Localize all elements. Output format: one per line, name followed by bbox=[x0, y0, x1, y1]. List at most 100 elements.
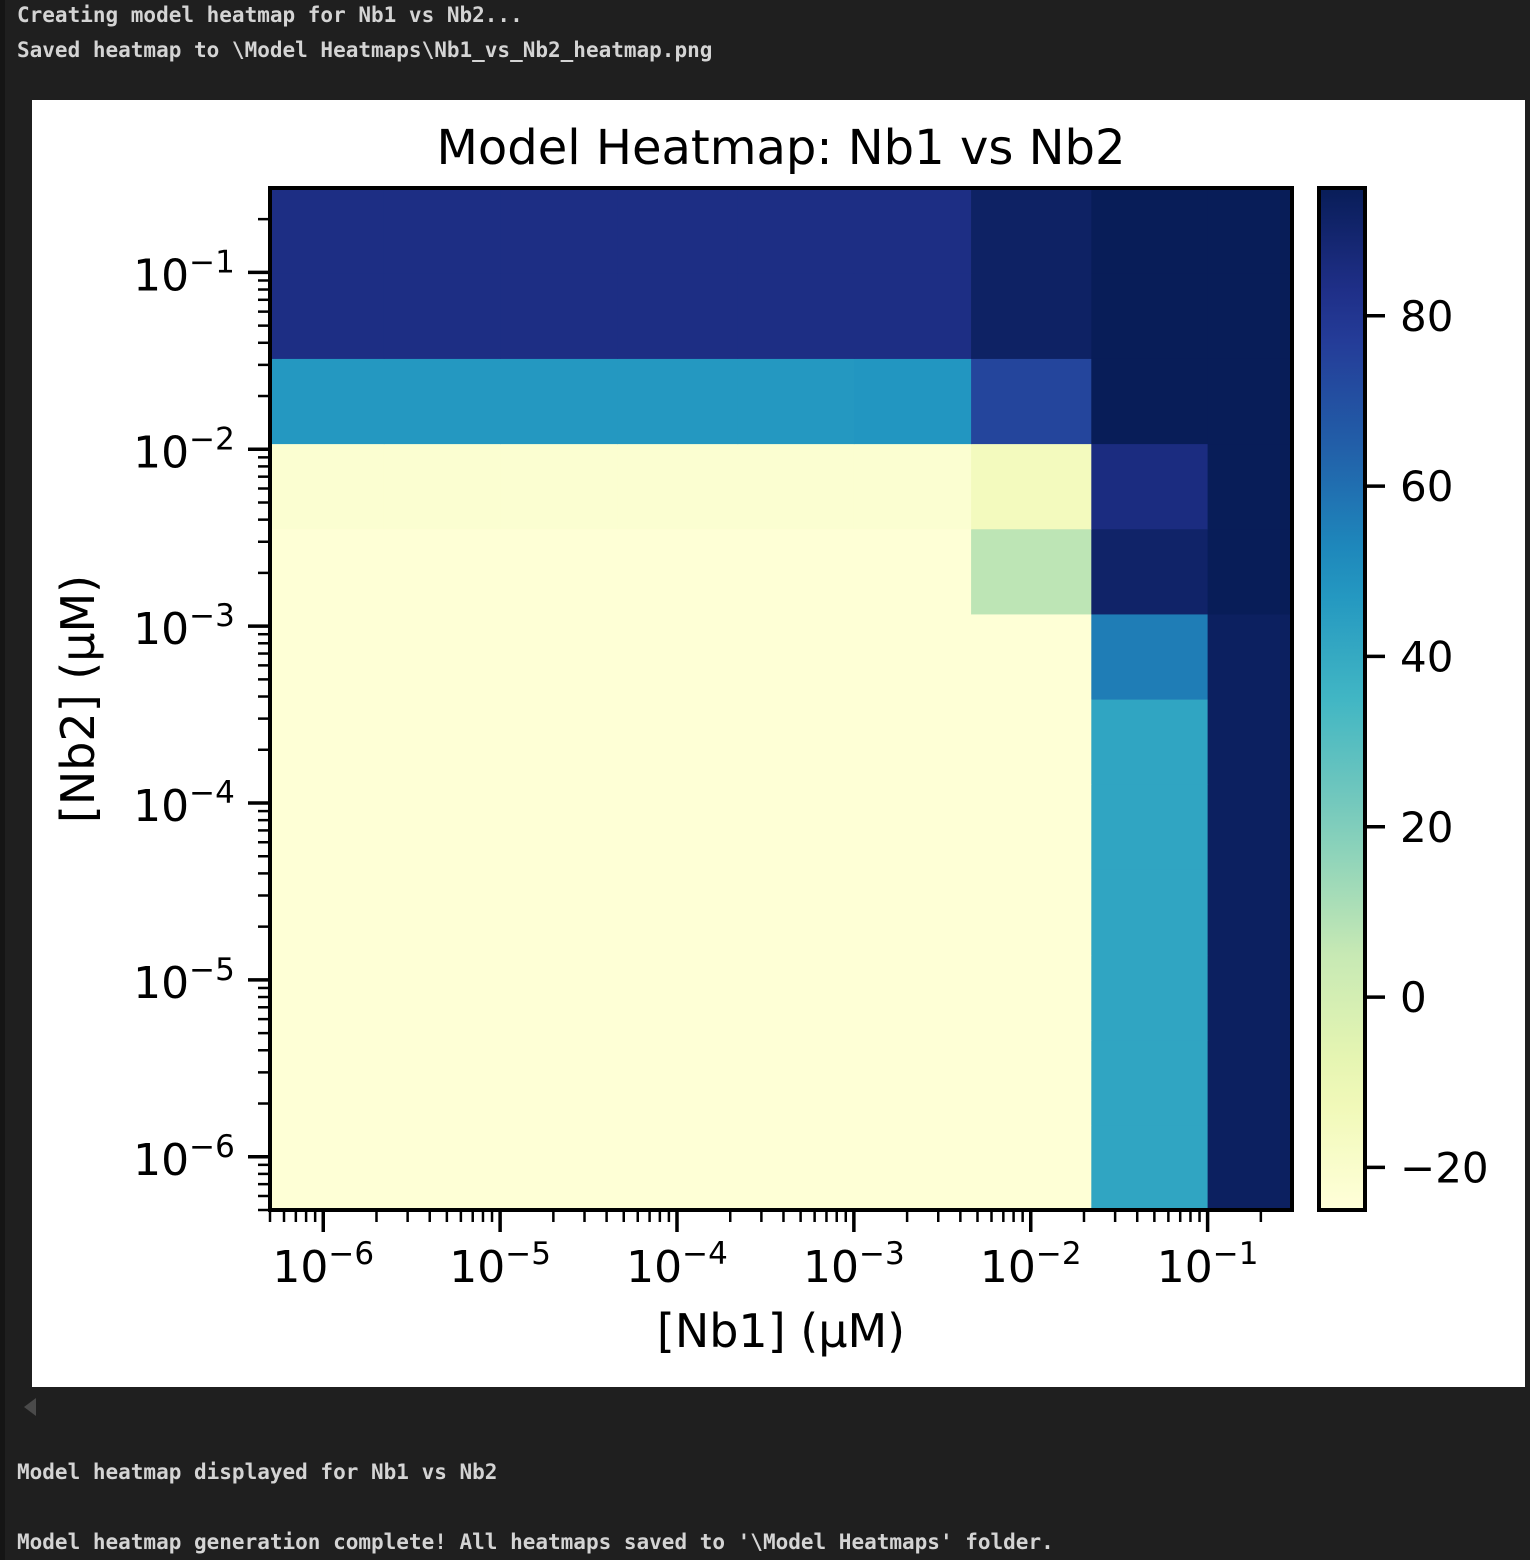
heatmap-cell bbox=[500, 273, 618, 359]
heatmap-cell bbox=[737, 358, 855, 445]
heatmap-cell bbox=[737, 1039, 855, 1126]
heatmap-cell bbox=[971, 1039, 1092, 1126]
heatmap-cell bbox=[617, 869, 739, 956]
heatmap-cell bbox=[270, 699, 385, 785]
heatmap-cell bbox=[853, 784, 972, 870]
heatmap-cell bbox=[971, 188, 1092, 274]
heatmap-cell bbox=[971, 784, 1092, 870]
heatmap-cell bbox=[853, 613, 972, 700]
heatmap-cell bbox=[853, 358, 972, 445]
heatmap-cell bbox=[383, 273, 501, 359]
heatmap-cell bbox=[1207, 358, 1293, 445]
colorbar-tick-label: 60 bbox=[1400, 462, 1453, 511]
heatmap-cell bbox=[383, 613, 501, 700]
colorbar-tick-label: 20 bbox=[1400, 803, 1453, 852]
x-axis-label: [Nb1] (µM) bbox=[657, 1304, 905, 1358]
heatmap-cell bbox=[1091, 699, 1209, 785]
heatmap-cell bbox=[737, 784, 855, 870]
heatmap-cell bbox=[1207, 528, 1293, 615]
colorbar-tick-label: 80 bbox=[1400, 292, 1453, 341]
heatmap-cell bbox=[1207, 1124, 1293, 1211]
heatmap-cell bbox=[270, 273, 385, 359]
gutter bbox=[0, 0, 5, 1560]
y-tick-label: 10−5 bbox=[133, 952, 235, 1009]
heatmap-cell bbox=[500, 1124, 618, 1211]
heatmap-cell bbox=[383, 699, 501, 785]
heatmap-cell bbox=[737, 188, 855, 274]
heatmap-cell bbox=[971, 613, 1092, 700]
heatmap-cell bbox=[971, 954, 1092, 1041]
heatmap-cell bbox=[1091, 954, 1209, 1041]
heatmap-cell bbox=[270, 784, 385, 870]
heatmap-cell bbox=[270, 954, 385, 1041]
heatmap-cell bbox=[617, 1039, 739, 1126]
heatmap-cell bbox=[1207, 699, 1293, 785]
heatmap-cell bbox=[853, 273, 972, 359]
y-tick-label: 10−1 bbox=[133, 244, 235, 301]
heatmap-cell bbox=[617, 188, 739, 274]
heatmap-cell bbox=[383, 443, 501, 530]
heatmap-chart: Model Heatmap: Nb1 vs Nb2 10−6 10−5 10−4 10−… bbox=[51, 120, 1489, 1358]
heatmap-cell bbox=[1207, 869, 1293, 956]
heatmap-cell bbox=[1091, 784, 1209, 870]
heatmap-cell bbox=[737, 699, 855, 785]
heatmap-cell bbox=[737, 954, 855, 1041]
heatmap-cell bbox=[971, 869, 1092, 956]
colorbar-tick-label: 40 bbox=[1400, 632, 1453, 681]
heatmap-cell bbox=[617, 1124, 739, 1211]
heatmap-cell bbox=[270, 188, 385, 274]
heatmap-cell bbox=[383, 188, 501, 274]
heatmap-cell bbox=[1091, 188, 1209, 274]
heatmap-cell bbox=[617, 358, 739, 445]
heatmap-cell bbox=[617, 699, 739, 785]
y-tick-label: 10−2 bbox=[133, 421, 235, 478]
heatmap-cell bbox=[853, 1039, 972, 1126]
heatmap-cell bbox=[737, 869, 855, 956]
heatmap-cell bbox=[500, 784, 618, 870]
heatmap-cell bbox=[971, 358, 1092, 445]
y-tick-label: 10−6 bbox=[133, 1129, 235, 1186]
heatmap-cell bbox=[737, 1124, 855, 1211]
output-line-3: Model heatmap displayed for Nb1 vs Nb2 bbox=[17, 1460, 498, 1484]
heatmap-cell bbox=[1091, 613, 1209, 700]
heatmap-figure: Model Heatmap: Nb1 vs Nb2 10−6 10−5 10−4 10−… bbox=[32, 100, 1525, 1387]
heatmap-cell bbox=[853, 443, 972, 530]
heatmap-cell bbox=[500, 1039, 618, 1126]
colorbar-frame bbox=[1317, 186, 1367, 1212]
heatmap-cell bbox=[270, 528, 385, 615]
heatmap-cell bbox=[737, 528, 855, 615]
colorbar-tick-label: 0 bbox=[1400, 973, 1427, 1022]
heatmap-cell bbox=[853, 869, 972, 956]
y-tick-label: 10−3 bbox=[133, 598, 235, 655]
heatmap-cell bbox=[853, 954, 972, 1041]
heatmap-cell bbox=[500, 188, 618, 274]
heatmap-cell bbox=[853, 699, 972, 785]
heatmap-cell bbox=[617, 613, 739, 700]
scroll-left-icon[interactable] bbox=[24, 1398, 36, 1416]
heatmap-cell bbox=[1091, 358, 1209, 445]
heatmap-cell bbox=[500, 528, 618, 615]
plot-frame bbox=[268, 186, 1294, 1212]
heatmap-cell bbox=[737, 443, 855, 530]
x-tick-label: 10−3 bbox=[803, 1236, 905, 1293]
heatmap-cell bbox=[617, 528, 739, 615]
heatmap-cell bbox=[383, 784, 501, 870]
x-tick-label: 10−2 bbox=[980, 1236, 1082, 1293]
y-axis-label: [Nb2] (µM) bbox=[51, 575, 105, 823]
heatmap-cell bbox=[1091, 1039, 1209, 1126]
heatmap-cell bbox=[617, 443, 739, 530]
heatmap-cell bbox=[500, 954, 618, 1041]
heatmap-cell bbox=[500, 443, 618, 530]
heatmap-cell bbox=[853, 1124, 972, 1211]
heatmap-cell bbox=[1207, 273, 1293, 359]
heatmap-cell bbox=[383, 1039, 501, 1126]
heatmap-cell bbox=[971, 528, 1092, 615]
heatmap-cell bbox=[737, 273, 855, 359]
heatmap-cell bbox=[971, 1124, 1092, 1211]
heatmap-cell bbox=[383, 869, 501, 956]
heatmap-cell bbox=[1091, 869, 1209, 956]
heatmap-cell bbox=[737, 613, 855, 700]
heatmap-cell bbox=[383, 358, 501, 445]
heatmap-cell bbox=[853, 188, 972, 274]
heatmap-cell bbox=[383, 528, 501, 615]
